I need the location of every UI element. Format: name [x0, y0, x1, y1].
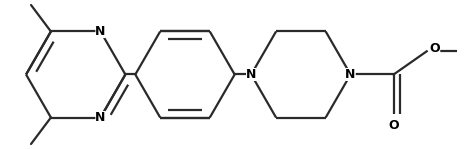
Text: O: O [388, 119, 399, 132]
Text: N: N [96, 111, 106, 124]
Text: O: O [430, 42, 440, 55]
Text: N: N [96, 25, 106, 38]
Text: N: N [246, 68, 256, 81]
Text: N: N [345, 68, 356, 81]
